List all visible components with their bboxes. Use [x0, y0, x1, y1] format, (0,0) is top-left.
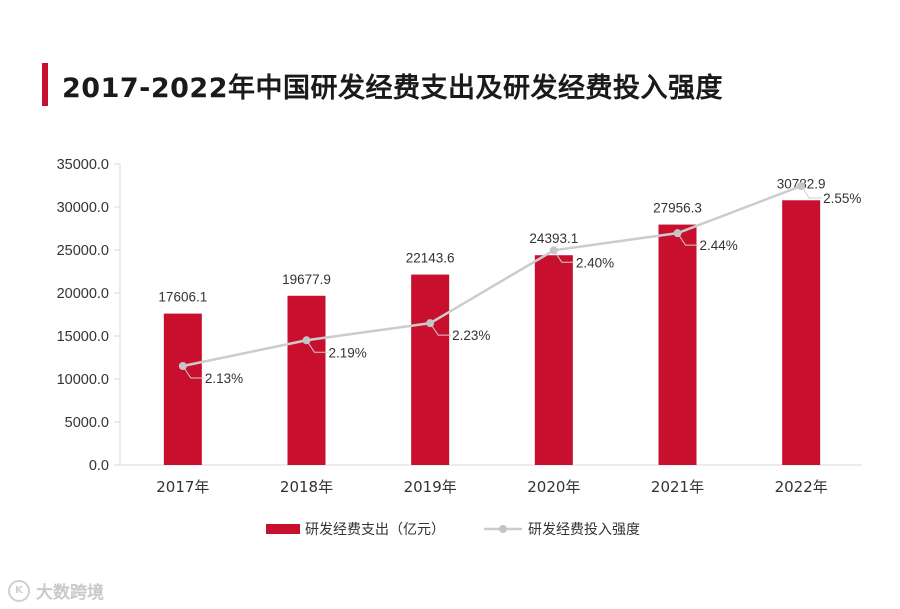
- legend-line-label: 研发经费投入强度: [528, 522, 640, 538]
- chart-title: 2017-2022年中国研发经费支出及研发经费投入强度: [62, 73, 723, 104]
- bar-2018年: [287, 295, 326, 465]
- x-tick-label: 2017年: [156, 478, 209, 496]
- intensity-value-label: 2.44%: [700, 238, 738, 253]
- intensity-value-label: 2.23%: [452, 328, 490, 343]
- y-tick-label: 10000.0: [57, 372, 109, 388]
- x-tick-label: 2022年: [775, 478, 828, 496]
- intensity-leader: [677, 232, 699, 246]
- bar-2019年: [411, 274, 450, 465]
- y-tick-label: 20000.0: [57, 286, 109, 302]
- bar-value-label: 22143.6: [406, 251, 455, 266]
- legend-bar-label: 研发经费支出（亿元）: [305, 522, 445, 538]
- y-tick-label: 5000.0: [65, 415, 109, 431]
- bar-2017年: [163, 313, 202, 465]
- intensity-value-label: 2.40%: [576, 255, 614, 270]
- intensity-line: [182, 184, 802, 368]
- y-tick-label: 0.0: [89, 458, 109, 474]
- watermark-logo-icon: K: [8, 579, 30, 602]
- intensity-leader: [429, 322, 452, 336]
- bar-value-label: 24393.1: [529, 231, 578, 246]
- intensity-leader: [800, 185, 823, 199]
- title-accent-bar: [42, 63, 48, 106]
- y-tick-label: 25000.0: [57, 243, 109, 259]
- y-tick-label: 35000.0: [57, 157, 109, 173]
- intensity-leader: [306, 340, 328, 353]
- bar-value-label: 19677.9: [282, 272, 331, 287]
- legend-line-marker: [499, 525, 507, 533]
- legend-bar-swatch: [266, 524, 300, 534]
- intensity-leader: [182, 365, 204, 379]
- bar-value-label: 17606.1: [158, 290, 207, 305]
- x-tick-label: 2020年: [527, 478, 580, 496]
- bar-2020年: [534, 255, 573, 465]
- watermark: K 大数跨境: [8, 578, 104, 603]
- intensity-value-label: 2.19%: [329, 345, 367, 360]
- bar-value-label: 27956.3: [653, 201, 702, 216]
- intensity-value-label: 2.55%: [823, 191, 861, 206]
- intensity-value-label: 2.13%: [205, 371, 243, 386]
- intensity-leader: [553, 250, 575, 263]
- x-tick-label: 2018年: [280, 478, 333, 496]
- watermark-text: 大数跨境: [36, 583, 104, 603]
- y-tick-label: 15000.0: [57, 329, 109, 345]
- x-tick-label: 2021年: [651, 478, 704, 496]
- bar-2022年: [782, 200, 821, 465]
- y-tick-label: 30000.0: [57, 200, 109, 216]
- bar-2021年: [658, 224, 697, 465]
- x-tick-label: 2019年: [404, 478, 457, 496]
